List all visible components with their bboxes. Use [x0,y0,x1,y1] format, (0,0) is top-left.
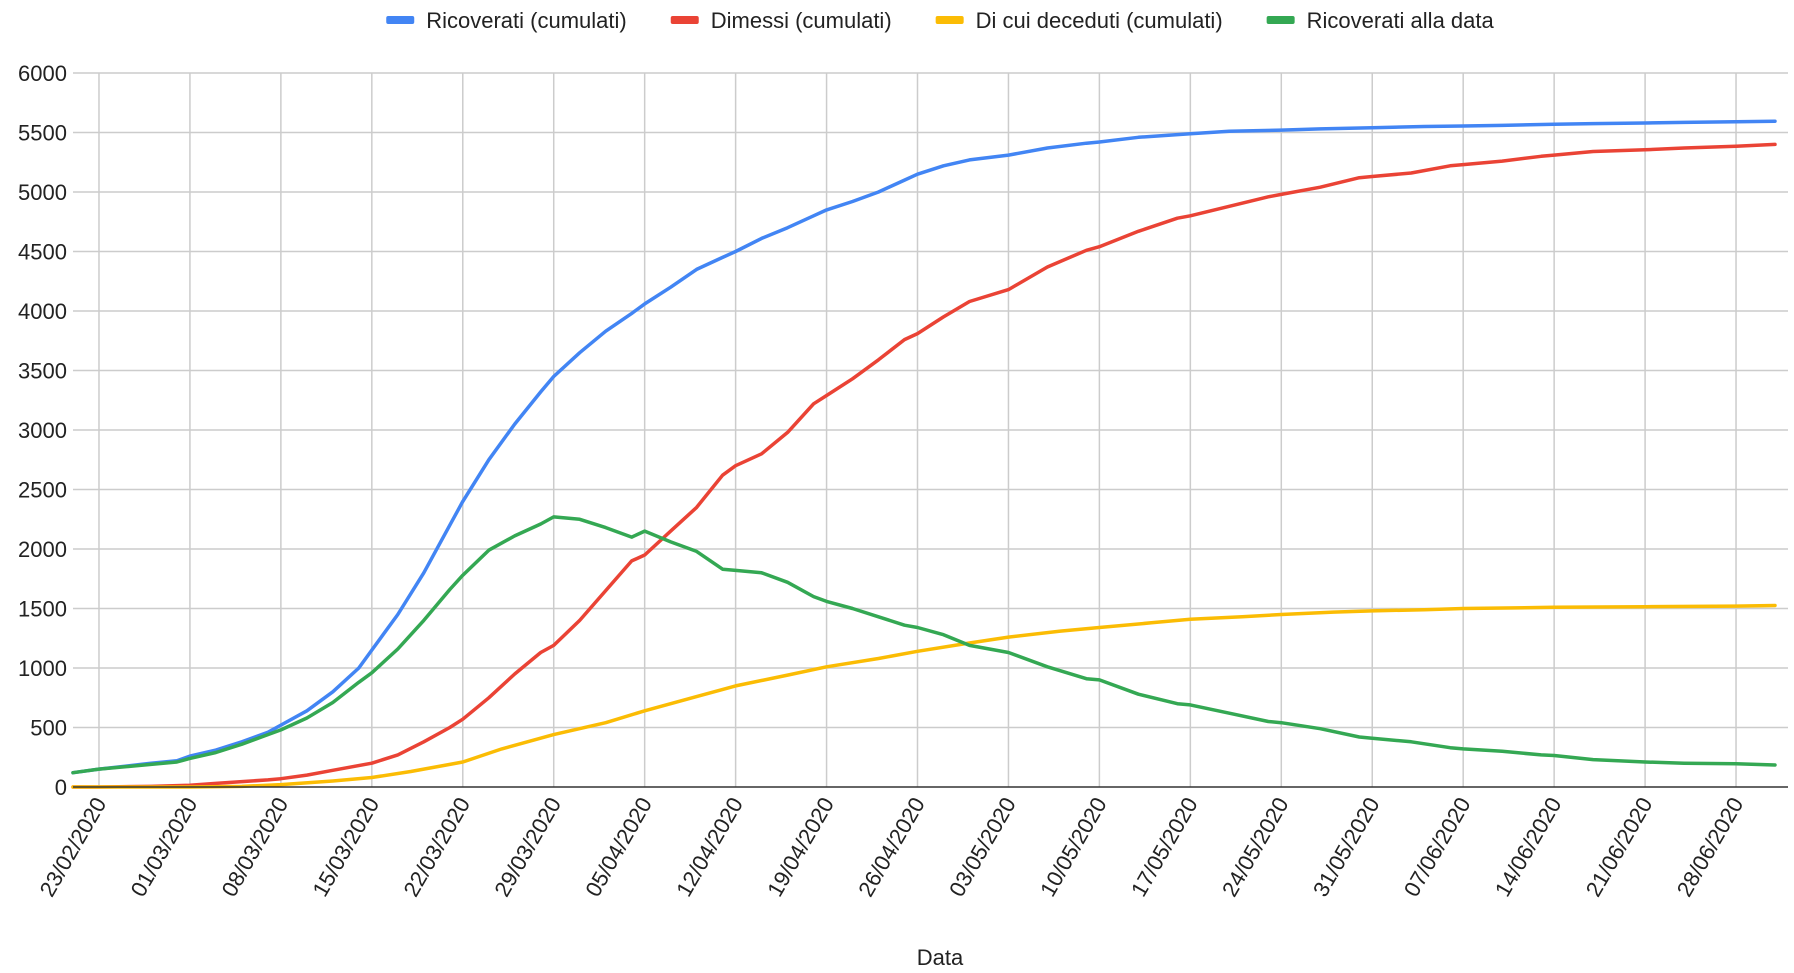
x-tick-label: 10/05/2020 [1035,793,1112,901]
legend-label: Dimessi (cumulati) [711,8,892,33]
y-tick-label: 4000 [18,299,67,324]
x-tick-label: 19/04/2020 [762,793,839,901]
series-line-4 [71,515,1777,775]
legend-swatch [1266,16,1295,24]
legend-item: Dimessi (cumulati) [670,8,892,33]
x-tick-label: 24/05/2020 [1217,793,1294,901]
x-tick-label: 14/06/2020 [1490,793,1567,901]
y-tick-label: 1500 [18,597,67,622]
y-tick-label: 5000 [18,180,67,205]
series-line-2 [71,142,1777,789]
x-tick-label: 22/03/2020 [398,793,475,901]
legend-item: Ricoverati alla data [1266,8,1495,33]
x-tick-label: 12/04/2020 [671,793,748,901]
legend-item: Di cui deceduti (cumulati) [935,8,1223,33]
y-tick-label: 1000 [18,656,67,681]
y-tick-label: 2000 [18,537,67,562]
x-tick-label: 03/05/2020 [944,793,1021,901]
y-axis-ticks: 0 500 1000 1500 2000 2500 3000 3500 4000 4500 5000… [18,61,67,800]
x-tick-label: 05/04/2020 [580,793,657,901]
y-tick-label: 5500 [18,121,67,146]
x-tick-label: 28/06/2020 [1672,793,1749,901]
x-axis-title: Data [917,945,964,970]
x-tick-label: 26/04/2020 [853,793,930,901]
x-tick-label: 21/06/2020 [1581,793,1658,901]
legend-swatch [670,16,699,24]
legend-label: Ricoverati (cumulati) [426,8,627,33]
x-tick-label: 17/05/2020 [1126,793,1203,901]
series-line-1 [71,119,1777,775]
y-tick-label: 500 [30,716,67,741]
series-lines [71,119,1777,789]
y-tick-label: 3500 [18,359,67,384]
legend-swatch [386,16,415,24]
legend-label: Ricoverati alla data [1307,8,1495,33]
legend-label: Di cui deceduti (cumulati) [976,8,1223,33]
y-tick-label: 6000 [18,61,67,86]
legend: Ricoverati (cumulati) Dimessi (cumulati) D… [386,8,1495,33]
legend-swatch [935,16,964,24]
x-tick-label: 31/05/2020 [1308,793,1385,901]
x-tick-label: 15/03/2020 [307,793,384,901]
x-tick-label: 23/02/2020 [35,793,112,901]
x-axis-ticks: 23/02/2020 01/03/2020 08/03/2020 15/03/2020… [35,793,1749,901]
x-tick-label: 29/03/2020 [489,793,566,901]
series-line-3 [71,603,1777,789]
y-tick-label: 4500 [18,240,67,265]
gridlines [73,72,1788,787]
y-tick-label: 0 [55,775,67,800]
x-tick-label: 01/03/2020 [126,793,203,901]
x-tick-label: 07/06/2020 [1399,793,1476,901]
y-tick-label: 3000 [18,418,67,443]
y-tick-label: 2500 [18,478,67,503]
x-tick-label: 08/03/2020 [217,793,294,901]
legend-item: Ricoverati (cumulati) [386,8,627,33]
